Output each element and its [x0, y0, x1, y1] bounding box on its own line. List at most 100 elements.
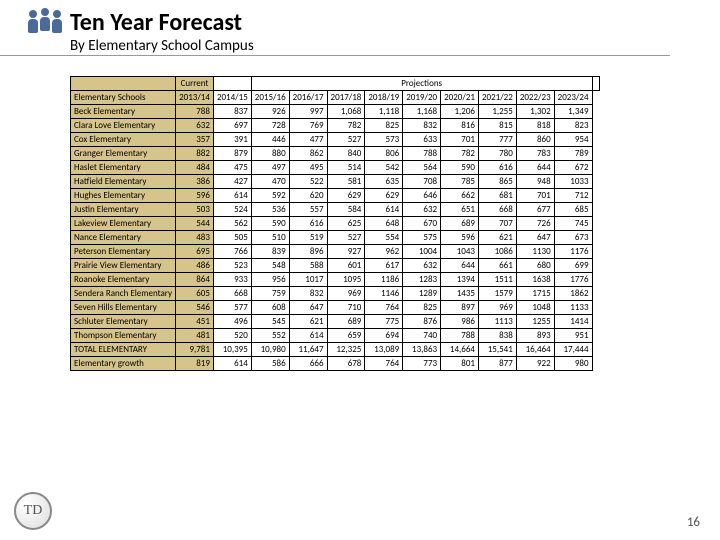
row-value: 956: [251, 273, 289, 287]
row-value: 12,325: [327, 343, 365, 357]
row-value: 1095: [327, 273, 365, 287]
row-value: 520: [213, 329, 251, 343]
row-value: 505: [213, 231, 251, 245]
row-label: Hughes Elementary: [71, 189, 176, 203]
row-value: 427: [213, 175, 251, 189]
page-subtitle: By Elementary School Campus: [0, 37, 670, 56]
column-header: 2020/21: [441, 91, 479, 105]
row-value: 697: [213, 119, 251, 133]
row-value: 564: [403, 161, 441, 175]
row-label: Beck Elementary: [71, 105, 176, 119]
row-value: 573: [365, 133, 403, 147]
row-value: 451: [176, 315, 214, 329]
row-value: 782: [327, 119, 365, 133]
row-value: 726: [516, 217, 554, 231]
row-value: 678: [327, 357, 365, 371]
row-value: 546: [176, 301, 214, 315]
row-value: 775: [365, 315, 403, 329]
row-value: 862: [289, 147, 327, 161]
row-value: 592: [251, 189, 289, 203]
row-value: 699: [554, 259, 592, 273]
row-value: 544: [176, 217, 214, 231]
header-gap2: [592, 77, 599, 91]
row-value: 1186: [365, 273, 403, 287]
row-value: 503: [176, 203, 214, 217]
row-value: 1289: [403, 287, 441, 301]
row-value: 644: [516, 161, 554, 175]
table-row: Thompson Elementary481520552614659694740…: [71, 329, 600, 343]
table-row: Granger Elementary8828798808628408067887…: [71, 147, 600, 161]
row-value: 893: [516, 329, 554, 343]
row-value: 17,444: [554, 343, 592, 357]
row-value: 1017: [289, 273, 327, 287]
row-value: 13,089: [365, 343, 403, 357]
row-value: 685: [554, 203, 592, 217]
row-value: 523: [213, 259, 251, 273]
row-value: 707: [478, 217, 516, 231]
table-row: Schluter Elementary451496545621689775876…: [71, 315, 600, 329]
row-value: 1579: [478, 287, 516, 301]
row-value: 694: [365, 329, 403, 343]
row-label: Seven Hills Elementary: [71, 301, 176, 315]
row-value: 969: [327, 287, 365, 301]
row-value: 646: [403, 189, 441, 203]
row-value: 632: [403, 203, 441, 217]
row-label: Schluter Elementary: [71, 315, 176, 329]
column-header: 2022/23: [516, 91, 554, 105]
header-projections: Projections: [251, 77, 592, 91]
row-value: 745: [554, 217, 592, 231]
row-value: 1048: [516, 301, 554, 315]
row-value: 648: [365, 217, 403, 231]
row-value: 1414: [554, 315, 592, 329]
row-value: 644: [441, 259, 479, 273]
row-value: 701: [441, 133, 479, 147]
table-row: TOTAL ELEMENTARY9,78110,39510,98011,6471…: [71, 343, 600, 357]
row-value: 1862: [554, 287, 592, 301]
row-value: 483: [176, 231, 214, 245]
logo-badge: TD: [14, 492, 52, 530]
row-value: 815: [478, 119, 516, 133]
row-value: 633: [403, 133, 441, 147]
row-value: 962: [365, 245, 403, 259]
row-value: 710: [327, 301, 365, 315]
row-value: 1133: [554, 301, 592, 315]
row-value: 882: [176, 147, 214, 161]
row-value: 1638: [516, 273, 554, 287]
column-header: Elementary Schools: [71, 91, 176, 105]
table-row: Haslet Elementary48447549749551454256459…: [71, 161, 600, 175]
row-value: 10,395: [213, 343, 251, 357]
row-value: 481: [176, 329, 214, 343]
row-value: 969: [478, 301, 516, 315]
row-value: 785: [441, 175, 479, 189]
row-value: 614: [289, 329, 327, 343]
row-value: 625: [327, 217, 365, 231]
table-row: Lakeview Elementary544562590616625648670…: [71, 217, 600, 231]
row-value: 590: [251, 217, 289, 231]
row-value: 586: [251, 357, 289, 371]
column-header: 2021/22: [478, 91, 516, 105]
row-value: 801: [441, 357, 479, 371]
row-value: 548: [251, 259, 289, 273]
row-value: 632: [176, 119, 214, 133]
column-header: 2017/18: [327, 91, 365, 105]
row-value: 1,255: [478, 105, 516, 119]
row-value: 1,349: [554, 105, 592, 119]
table-row: Elementary growth81961458666667876477380…: [71, 357, 600, 371]
row-value: 495: [289, 161, 327, 175]
row-value: 545: [251, 315, 289, 329]
row-value: 386: [176, 175, 214, 189]
row-value: 1113: [478, 315, 516, 329]
header-blank: [71, 77, 176, 91]
row-label: Hatfield Elementary: [71, 175, 176, 189]
row-value: 608: [251, 301, 289, 315]
row-value: 825: [365, 119, 403, 133]
header-gap: [213, 77, 251, 91]
row-value: 832: [289, 287, 327, 301]
row-value: 1,168: [403, 105, 441, 119]
row-label: Clara Love Elementary: [71, 119, 176, 133]
row-value: 1004: [403, 245, 441, 259]
row-value: 477: [289, 133, 327, 147]
row-value: 666: [289, 357, 327, 371]
column-header: 2019/20: [403, 91, 441, 105]
row-value: 1394: [441, 273, 479, 287]
